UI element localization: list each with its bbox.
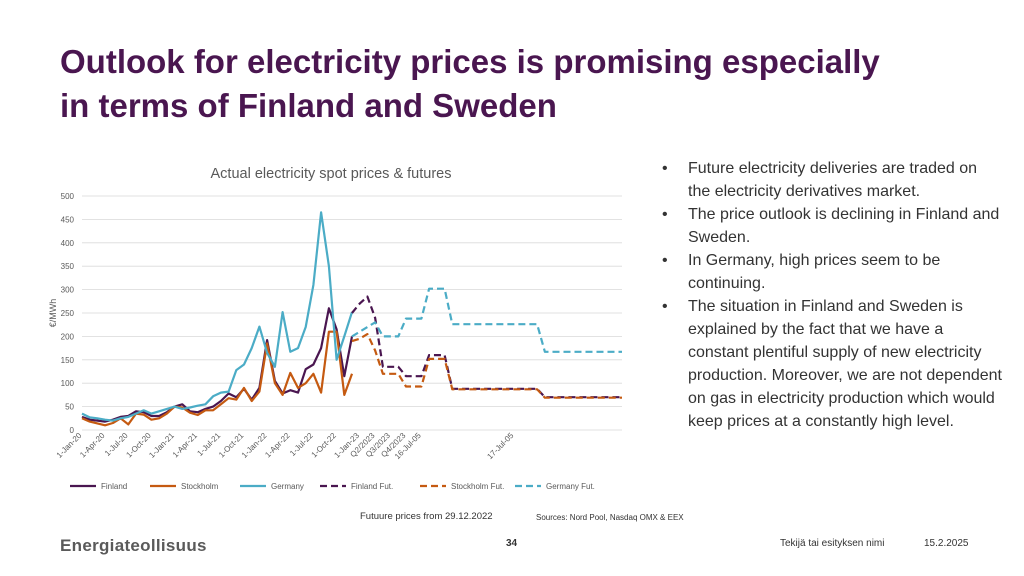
x-tick-label: 1-Apr-21 [171, 431, 200, 460]
bullet-list: Future electricity deliveries are traded… [662, 157, 1002, 433]
x-tick-label: 1-Apr-22 [263, 431, 292, 460]
chart-title: Actual electricity spot prices & futures [211, 166, 452, 182]
price-chart: Actual electricity spot prices & futures… [48, 166, 622, 491]
chart-legend: Finland Stockholm Germany Finland Fut. Stock… [70, 482, 595, 491]
y-tick-label: 300 [61, 286, 75, 295]
legend-label: Stockholm [181, 482, 219, 491]
y-tick-label: 450 [61, 215, 75, 224]
y-axis-label: €/MWh [48, 299, 58, 328]
series-germany-fut [351, 287, 622, 353]
futures-note: Futuure prices from 29.12.2022 [360, 511, 493, 522]
y-tick-labels: 0 50 100 150 200 250 300 350 400 450 500 [61, 192, 75, 435]
y-tick-label: 100 [61, 379, 75, 388]
legend-label: Germany [271, 482, 304, 491]
page-number: 34 [506, 538, 518, 549]
x-tick-label: 17-Jul-05 [485, 431, 515, 461]
y-tick-label: 400 [61, 239, 75, 248]
sources-note: Sources: Nord Pool, Nasdaq OMX & EEX [536, 513, 684, 522]
y-tick-label: 350 [61, 262, 75, 271]
series-germany [81, 211, 354, 422]
y-tick-label: 150 [61, 356, 75, 365]
y-tick-label: 200 [61, 332, 75, 341]
date-footer: 15.2.2025 [924, 538, 969, 549]
y-tick-label: 50 [65, 403, 74, 412]
y-tick-label: 0 [70, 426, 75, 435]
y-tick-label: 500 [61, 192, 75, 201]
legend-label: Stockholm Fut. [451, 482, 504, 491]
series-stockholm [81, 330, 354, 427]
series-stockholm-fut [351, 333, 622, 399]
series-finland [81, 307, 354, 423]
series-finland-fut [351, 295, 622, 399]
author-footer: Tekijä tai esityksen nimi [780, 538, 885, 549]
legend-label: Germany Fut. [546, 482, 595, 491]
series-lines [81, 211, 622, 427]
y-tick-label: 250 [61, 309, 75, 318]
slide-title: Outlook for electricity prices is promis… [60, 43, 880, 124]
legend-label: Finland Fut. [351, 482, 393, 491]
bullet-item: The price outlook is declining in Finlan… [662, 203, 1002, 249]
bullet-item: The situation in Finland and Sweden is e… [662, 295, 1002, 433]
legend-label: Finland [101, 482, 127, 491]
energiateollisuus-logo: Energiateollisuus [60, 536, 207, 555]
x-tick-label: 1-Apr-20 [78, 431, 107, 460]
x-tick-labels: 1-Jan-201-Apr-201-Jul-201-Oct-201-Jan-21… [55, 431, 516, 461]
bullet-item: Future electricity deliveries are traded… [662, 157, 1002, 203]
bullet-item: In Germany, high prices seem to be conti… [662, 249, 1002, 295]
